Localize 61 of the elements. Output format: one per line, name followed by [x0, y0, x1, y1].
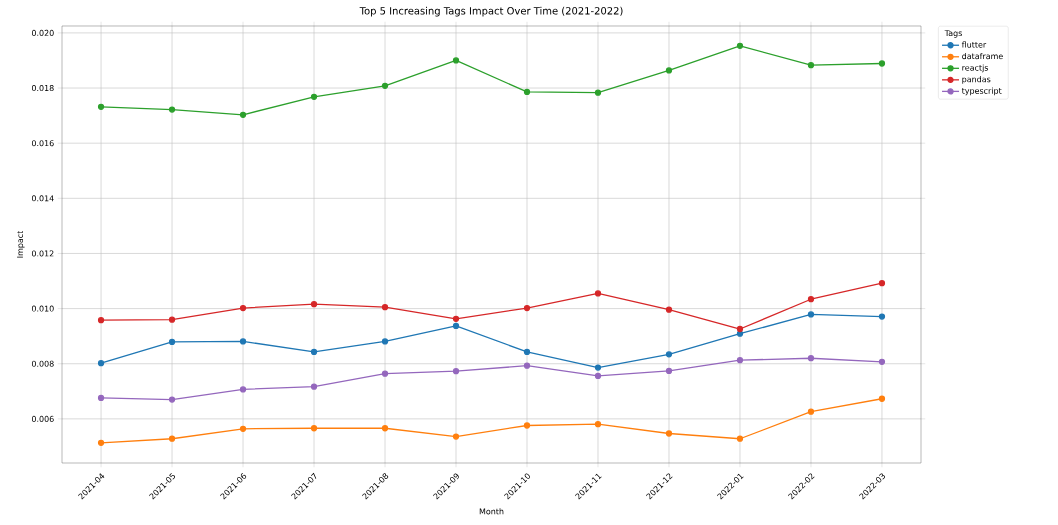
point: [523, 304, 531, 312]
point: [807, 311, 815, 318]
point: [523, 348, 531, 356]
point: [594, 372, 602, 380]
chart-title: Top 5 Increasing Tags Impact Over Time (2021-2022): [359, 6, 623, 17]
point: [878, 60, 886, 67]
point: [736, 435, 744, 442]
point: [665, 351, 673, 358]
point: [381, 82, 389, 89]
point: [239, 338, 247, 345]
point: [523, 88, 531, 96]
point: [665, 67, 673, 74]
point: [97, 317, 105, 324]
point: [168, 396, 176, 403]
point: [381, 304, 389, 311]
point: [807, 296, 815, 303]
point: [452, 322, 460, 330]
point: [736, 330, 744, 337]
point: [310, 301, 318, 308]
point: [239, 425, 247, 432]
point: [97, 103, 105, 110]
point: [807, 408, 815, 415]
point: [736, 42, 744, 49]
point: [594, 364, 602, 371]
point: [168, 316, 176, 323]
point: [97, 394, 105, 402]
point: [310, 348, 318, 356]
point: [381, 425, 389, 432]
point: [381, 370, 389, 377]
point: [736, 357, 744, 364]
point: [452, 57, 460, 64]
point: [807, 355, 815, 362]
point: [523, 362, 531, 369]
point: [97, 360, 105, 367]
point: [878, 395, 886, 402]
point: [878, 313, 886, 320]
point: [452, 315, 460, 322]
point: [594, 290, 602, 297]
point: [452, 368, 460, 375]
point: [736, 325, 744, 333]
point: [310, 425, 318, 432]
point: [310, 93, 318, 100]
point: [168, 435, 176, 442]
point: [594, 420, 602, 428]
point: [594, 89, 602, 96]
point: [523, 422, 531, 429]
point: [239, 111, 247, 118]
point: [168, 106, 176, 113]
point: [665, 430, 673, 437]
point: [878, 358, 886, 365]
point: [878, 280, 886, 287]
point: [452, 433, 460, 440]
point: [807, 62, 815, 69]
point: [665, 306, 673, 313]
point: [239, 304, 247, 312]
point: [97, 439, 105, 447]
point: [168, 338, 176, 346]
point: [381, 338, 389, 345]
point: [239, 386, 247, 393]
point: [310, 383, 318, 390]
point: [665, 367, 673, 375]
